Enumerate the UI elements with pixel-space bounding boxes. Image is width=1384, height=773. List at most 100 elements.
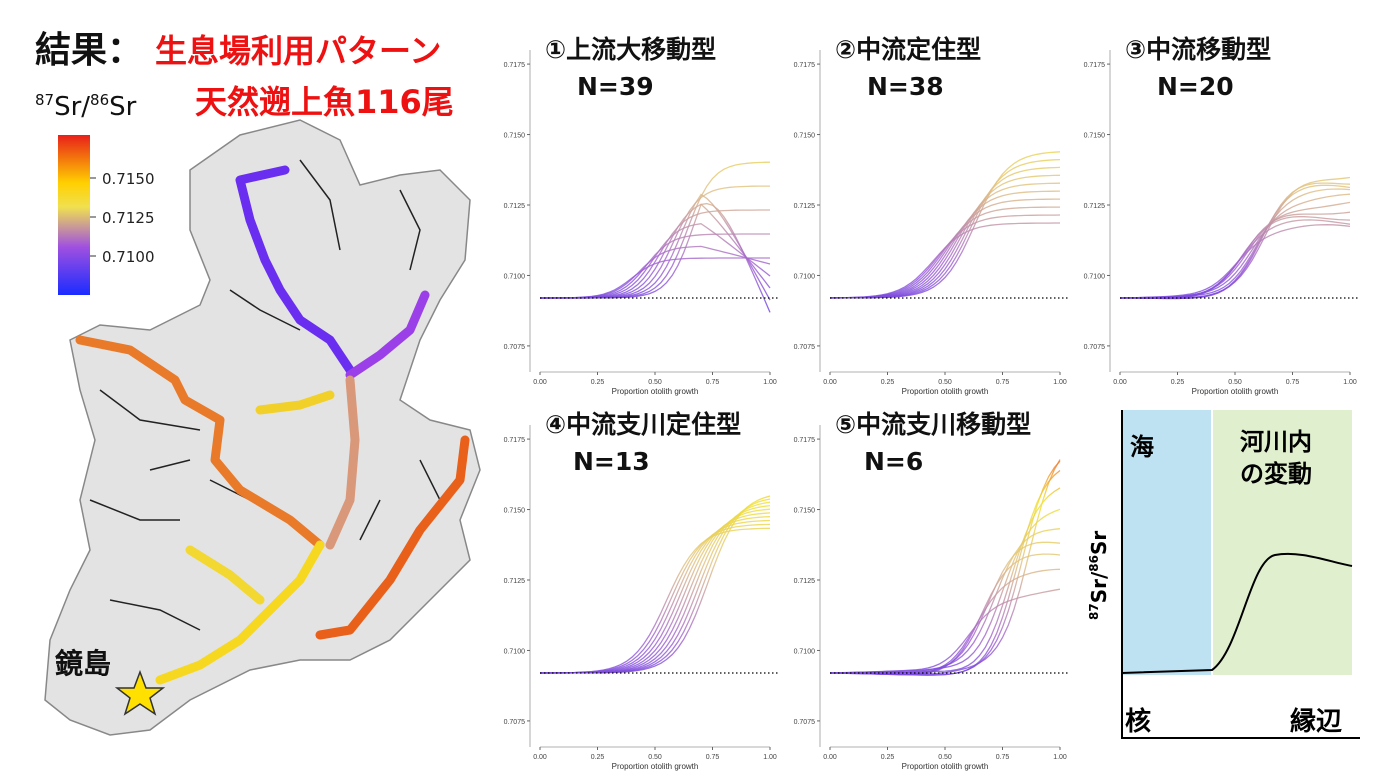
x-tick-label: 1.00 [763,379,777,386]
x-tick-label: 0.75 [1286,379,1300,386]
panel-title: ③中流移動型 [1125,35,1271,64]
river-label: 河川内 [1240,428,1312,456]
y-tick-label: 0.7100 [504,648,526,655]
title-red: 生息場利用パターン [155,32,441,70]
x-tick-label: 0.25 [1171,379,1185,386]
x-tick-label: 0.50 [648,754,662,761]
x-tick-label: 0.00 [823,379,837,386]
profile-line [1120,176,1351,300]
x-axis-label: Proportion otolith growth [612,387,699,396]
colorbar-tick-label: 0.7125 [102,209,155,227]
title: 結果： [35,30,143,71]
profile-line [830,166,1061,299]
x-axis-label: Proportion otolith growth [1192,387,1279,396]
profile-line [540,501,771,674]
y-tick-label: 0.7150 [504,508,526,515]
base: Sr/ [54,92,90,122]
colorbar-tick-label: 0.7150 [102,170,155,188]
y-tick-label: 0.7075 [794,344,816,351]
x-tick-label: 0.00 [1113,379,1127,386]
x-tick-label: 1.00 [1343,379,1357,386]
x-tick-label: 0.25 [881,379,895,386]
legend-label: 87Sr/86Sr [35,91,137,122]
panel: 0.7075 0.7100 0.7125 0.7150 0.7175 0.00 0.25 0.… [504,410,778,771]
panel-title: ①上流大移動型 [545,35,716,64]
sup: 87 [1087,603,1101,620]
profile-line [830,487,1061,674]
x-tick-label: 0.50 [1228,379,1242,386]
base: Sr [109,92,137,122]
profile-line [1119,216,1351,299]
panel-n: N=38 [867,72,944,101]
profile-line [1119,219,1351,299]
panel-title: ⑤中流支川移動型 [835,410,1031,439]
sup: 86 [90,91,109,109]
profile-line [540,512,771,674]
x-tick-label: 0.75 [996,754,1010,761]
panel: 0.7075 0.7100 0.7125 0.7150 0.7175 0.00 0.25 0.… [1084,35,1358,396]
profile-line [830,459,1061,676]
y-tick-label: 0.7150 [504,133,526,140]
x-tick-label: 0.75 [996,379,1010,386]
colorbar-tick-label: 0.7100 [102,248,155,266]
y-tick-label: 0.7100 [794,648,816,655]
profile-line [829,528,1061,675]
profile-line [829,174,1061,299]
y-tick-label: 0.7125 [504,578,526,585]
sea-label: 海 [1130,433,1154,461]
panel-n: N=13 [573,447,650,476]
x-tick-label: 1.00 [763,754,777,761]
profile-line [540,498,771,674]
star [114,669,166,716]
profile-line [829,568,1061,674]
profile-line [829,460,1061,676]
profile-line [540,508,771,674]
y-tick-label: 0.7125 [1084,203,1106,210]
y-tick-label: 0.7150 [1084,133,1106,140]
y-tick-label: 0.7125 [794,203,816,210]
y-tick-label: 0.7175 [504,62,526,69]
x-tick-label: 0.75 [706,379,720,386]
place-label: 鏡島 [55,647,111,680]
base: Sr [1087,531,1111,555]
profile-line [540,203,771,299]
x-tick-label: 0.00 [823,754,837,761]
panel-title: ②中流定住型 [835,35,981,64]
x-tick-label: 0.50 [648,379,662,386]
x-axis-label: Proportion otolith growth [902,387,989,396]
x-tick-label: 0.00 [533,754,547,761]
panel-title: ④中流支川定住型 [545,410,741,439]
profile-line [829,469,1061,675]
y-tick-label: 0.7125 [794,578,816,585]
y-tick-label: 0.7150 [794,133,816,140]
y-tick-label: 0.7100 [794,273,816,280]
x-tick-label: 0.75 [706,754,720,761]
core-label: 核 [1125,706,1151,737]
panel: 0.7075 0.7100 0.7125 0.7150 0.7175 0.00 0.25 0.… [794,35,1068,396]
y-tick-label: 0.7075 [1084,344,1106,351]
profile-line [540,202,771,313]
sup: 87 [35,91,54,109]
profile-line [540,209,770,299]
y-tick-label: 0.7175 [504,437,526,444]
x-tick-label: 1.00 [1053,754,1067,761]
rivers [75,165,470,685]
y-tick-label: 0.7175 [794,62,816,69]
panel-n: N=6 [864,447,923,476]
profile-line [540,185,770,299]
y-tick-label: 0.7100 [1084,273,1106,280]
y-tick-label: 0.7075 [504,719,526,726]
y-tick-label: 0.7075 [794,719,816,726]
panel-n: N=20 [1157,72,1234,101]
y-tick-label: 0.7125 [504,203,526,210]
profile-line [830,151,1061,299]
sea-zone [1122,410,1212,675]
profile-line [830,588,1061,674]
river-label: の変動 [1240,460,1312,488]
x-tick-label: 0.25 [591,379,605,386]
sup: 86 [1087,555,1101,572]
y-tick-label: 0.7075 [504,344,526,351]
x-axis-label: Proportion otolith growth [902,762,989,771]
x-tick-label: 0.50 [938,379,952,386]
